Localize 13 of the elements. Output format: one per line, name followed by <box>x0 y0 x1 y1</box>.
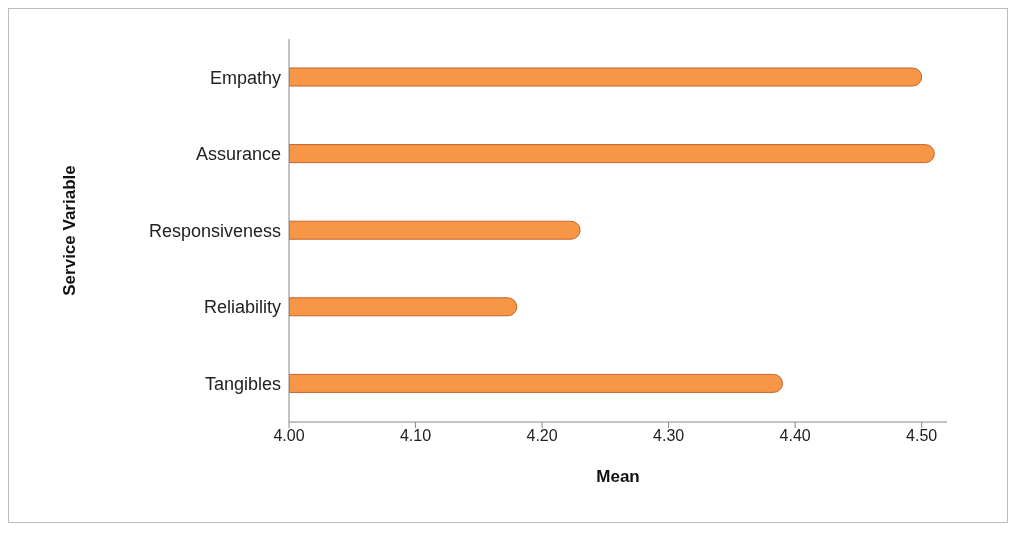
y-tick-label: Empathy <box>209 67 281 88</box>
x-tick-label: 4.10 <box>399 427 432 445</box>
y-tick-label: Tangibles <box>204 374 281 395</box>
x-axis-title: Mean <box>596 467 640 486</box>
x-tick-label: 4.50 <box>906 427 938 445</box>
x-tick-label: 4.30 <box>653 427 685 445</box>
y-axis-title: Service Variable <box>60 165 80 296</box>
x-tick-label: 4.00 <box>273 427 305 445</box>
x-tick-label: 4.40 <box>779 427 811 445</box>
x-tick-label: 4.20 <box>526 427 558 445</box>
y-tick-label: Reliability <box>203 297 281 318</box>
y-tick-label: Assurance <box>195 144 281 165</box>
y-tick-label: Responsiveness <box>148 220 281 241</box>
